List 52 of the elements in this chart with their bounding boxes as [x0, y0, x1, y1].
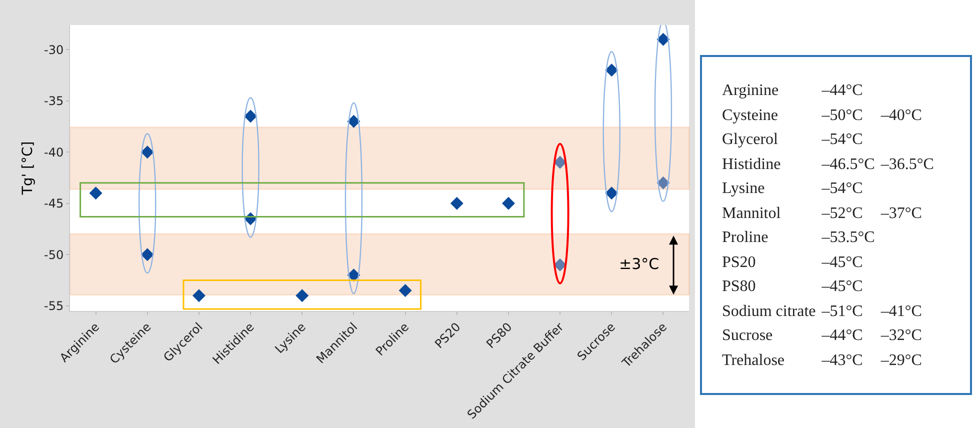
text: –54°C — [822, 131, 863, 148]
y-tick-label: -45 — [44, 196, 64, 211]
point — [605, 186, 618, 200]
text: –44°C — [822, 327, 863, 344]
text: –29°C — [880, 352, 922, 368]
category-label: PS80 — [722, 278, 756, 295]
y-tick-label: -50 — [44, 248, 64, 262]
text: –46.5°C — [822, 156, 875, 172]
point — [605, 64, 618, 77]
point — [554, 156, 567, 169]
y-tick-label: -30 — [44, 42, 64, 57]
category-label: Sodium citrate — [722, 302, 816, 320]
text: –54°C — [822, 180, 863, 197]
text: –40°C — [880, 106, 922, 124]
point — [502, 196, 515, 210]
point — [192, 289, 206, 302]
text: –32°C — [880, 327, 922, 344]
text: –41°C — [880, 302, 922, 320]
category-label: Glycerol — [722, 131, 778, 148]
category-label: PS20 — [722, 254, 756, 270]
category-label: Arginine — [722, 82, 779, 99]
text: –43°C — [822, 352, 863, 368]
text: –44°C — [822, 82, 863, 99]
y-tick-label: -35 — [44, 94, 64, 108]
text: –45°C — [822, 254, 863, 270]
text: –52°C — [822, 204, 863, 222]
text: –37°C — [880, 204, 922, 222]
point — [656, 32, 670, 46]
point — [656, 176, 670, 190]
point — [89, 186, 102, 200]
point — [140, 146, 154, 159]
text: –45°C — [822, 278, 863, 295]
text: –51°C — [822, 302, 863, 320]
point — [398, 284, 412, 297]
point — [554, 258, 567, 272]
point — [244, 110, 258, 123]
point — [140, 248, 154, 262]
y-axis-title: Tg' [°C] — [20, 141, 36, 196]
category-label: Proline — [722, 229, 768, 246]
category-label: Lysine — [722, 180, 765, 197]
y-tick-label: -40 — [44, 145, 64, 160]
text: –50°C — [822, 106, 863, 124]
y-tick-label: -55 — [44, 299, 64, 314]
text: –53.5°C — [822, 229, 875, 246]
annotation: ±3°C — [619, 255, 660, 273]
category-label: Cysteine — [722, 106, 778, 124]
category-label: Mannitol — [722, 204, 781, 222]
point — [296, 289, 309, 302]
point — [347, 114, 360, 128]
category-label: Histidine — [722, 156, 781, 172]
point — [450, 196, 464, 210]
text: –36.5°C — [880, 156, 934, 172]
